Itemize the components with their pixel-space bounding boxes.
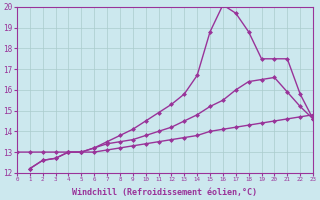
X-axis label: Windchill (Refroidissement éolien,°C): Windchill (Refroidissement éolien,°C) <box>72 188 258 197</box>
